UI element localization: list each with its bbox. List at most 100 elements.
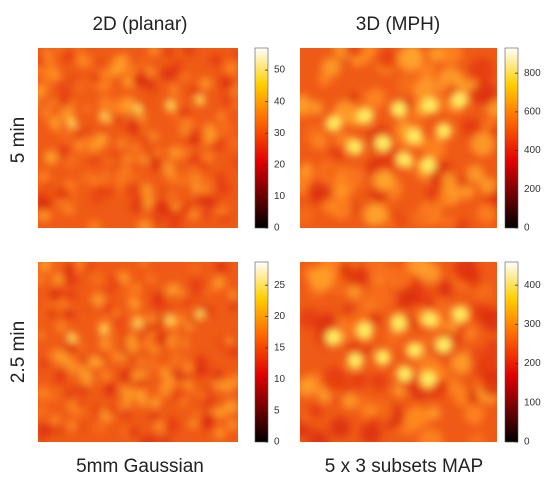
- noise-blob: [42, 68, 56, 82]
- noise-blob: [154, 421, 165, 432]
- noise-blob: [39, 358, 49, 368]
- noise-blob: [138, 60, 148, 70]
- noise-blob: [487, 125, 497, 138]
- noise-blob: [470, 132, 495, 157]
- noise-blob: [71, 78, 87, 94]
- noise-blob: [152, 147, 163, 158]
- noise-blob: [200, 209, 211, 219]
- hot-spot: [67, 332, 77, 343]
- hot-spot: [163, 160, 173, 170]
- hot-spot: [139, 368, 149, 379]
- image-panel: [300, 262, 497, 442]
- hot-spot: [139, 154, 149, 165]
- noise-blob: [63, 388, 75, 399]
- hot-spot: [325, 115, 342, 132]
- hot-spot: [347, 139, 364, 155]
- noise-blob: [140, 262, 148, 266]
- hot-spot: [420, 157, 437, 173]
- hot-spot: [133, 104, 143, 115]
- noise-blob: [104, 346, 116, 359]
- noise-blob: [195, 389, 207, 400]
- noise-blob: [461, 117, 477, 133]
- noise-blob: [38, 407, 46, 420]
- noise-blob: [196, 355, 206, 364]
- hot-spot: [422, 97, 439, 114]
- noise-blob: [137, 219, 152, 228]
- noise-blob: [161, 436, 171, 442]
- hot-spot: [406, 342, 423, 359]
- noise-blob: [143, 322, 155, 333]
- noise-blob: [223, 60, 238, 76]
- noise-blob: [450, 353, 472, 375]
- noise-blob: [439, 48, 463, 65]
- image-texture: [300, 262, 497, 442]
- noise-blob: [309, 101, 324, 115]
- noise-blob: [464, 404, 485, 425]
- noise-blob: [170, 359, 178, 367]
- noise-blob: [307, 430, 330, 442]
- noise-blob: [112, 309, 121, 318]
- hot-spot: [149, 131, 159, 142]
- noise-blob: [57, 146, 70, 159]
- hot-spot: [325, 329, 342, 346]
- noise-blob: [376, 172, 395, 190]
- noise-blob: [178, 290, 186, 298]
- noise-blob: [49, 99, 57, 107]
- noise-blob: [93, 421, 106, 434]
- colorbar-tick-label: 40: [274, 96, 286, 107]
- noise-blob: [56, 81, 65, 90]
- noise-blob: [110, 333, 119, 342]
- noise-blob: [406, 405, 430, 429]
- noise-blob: [39, 197, 54, 212]
- noise-blob: [307, 180, 331, 204]
- noise-blob: [216, 182, 231, 196]
- noise-blob: [411, 385, 427, 401]
- noise-blob: [228, 290, 238, 300]
- noise-blob: [38, 262, 53, 272]
- noise-blob: [217, 112, 226, 121]
- noise-blob: [329, 196, 353, 220]
- noise-blob: [132, 282, 144, 294]
- hot-spot: [117, 352, 127, 363]
- noise-blob: [345, 48, 364, 58]
- noise-blob: [143, 196, 156, 208]
- noise-blob: [198, 160, 209, 171]
- hot-spot: [89, 356, 99, 366]
- noise-blob: [199, 183, 212, 196]
- noise-blob: [149, 411, 159, 422]
- noise-blob: [337, 262, 353, 277]
- noise-blob: [204, 176, 213, 185]
- colorbar-tick-label: 25: [274, 280, 286, 291]
- noise-blob: [110, 277, 122, 289]
- noise-blob: [48, 115, 62, 129]
- colorbar-tick-label: 20: [274, 159, 286, 170]
- noise-blob: [216, 121, 232, 137]
- noise-blob: [219, 206, 229, 216]
- noise-blob: [212, 381, 221, 390]
- noise-blob: [63, 290, 77, 304]
- noise-blob: [95, 60, 104, 69]
- hot-spot: [396, 151, 413, 168]
- noise-blob: [148, 315, 157, 325]
- noise-blob: [62, 307, 75, 320]
- noise-blob: [189, 85, 202, 98]
- noise-blob: [396, 120, 412, 136]
- noise-blob: [38, 422, 51, 438]
- noise-blob: [203, 122, 215, 134]
- noise-blob: [441, 171, 456, 187]
- noise-blob: [142, 337, 153, 349]
- noise-blob: [149, 157, 164, 172]
- noise-blob: [101, 80, 112, 92]
- noise-blob: [38, 56, 44, 68]
- noise-blob: [91, 175, 101, 186]
- noise-blob: [445, 321, 459, 334]
- image-panel: [300, 48, 497, 228]
- noise-blob: [229, 137, 238, 150]
- hot-spot: [179, 125, 189, 136]
- noise-blob: [38, 170, 50, 184]
- noise-blob: [213, 137, 225, 150]
- image-panel: [38, 262, 238, 442]
- noise-blob: [219, 72, 232, 86]
- noise-blob: [125, 366, 133, 374]
- noise-blob: [146, 67, 155, 76]
